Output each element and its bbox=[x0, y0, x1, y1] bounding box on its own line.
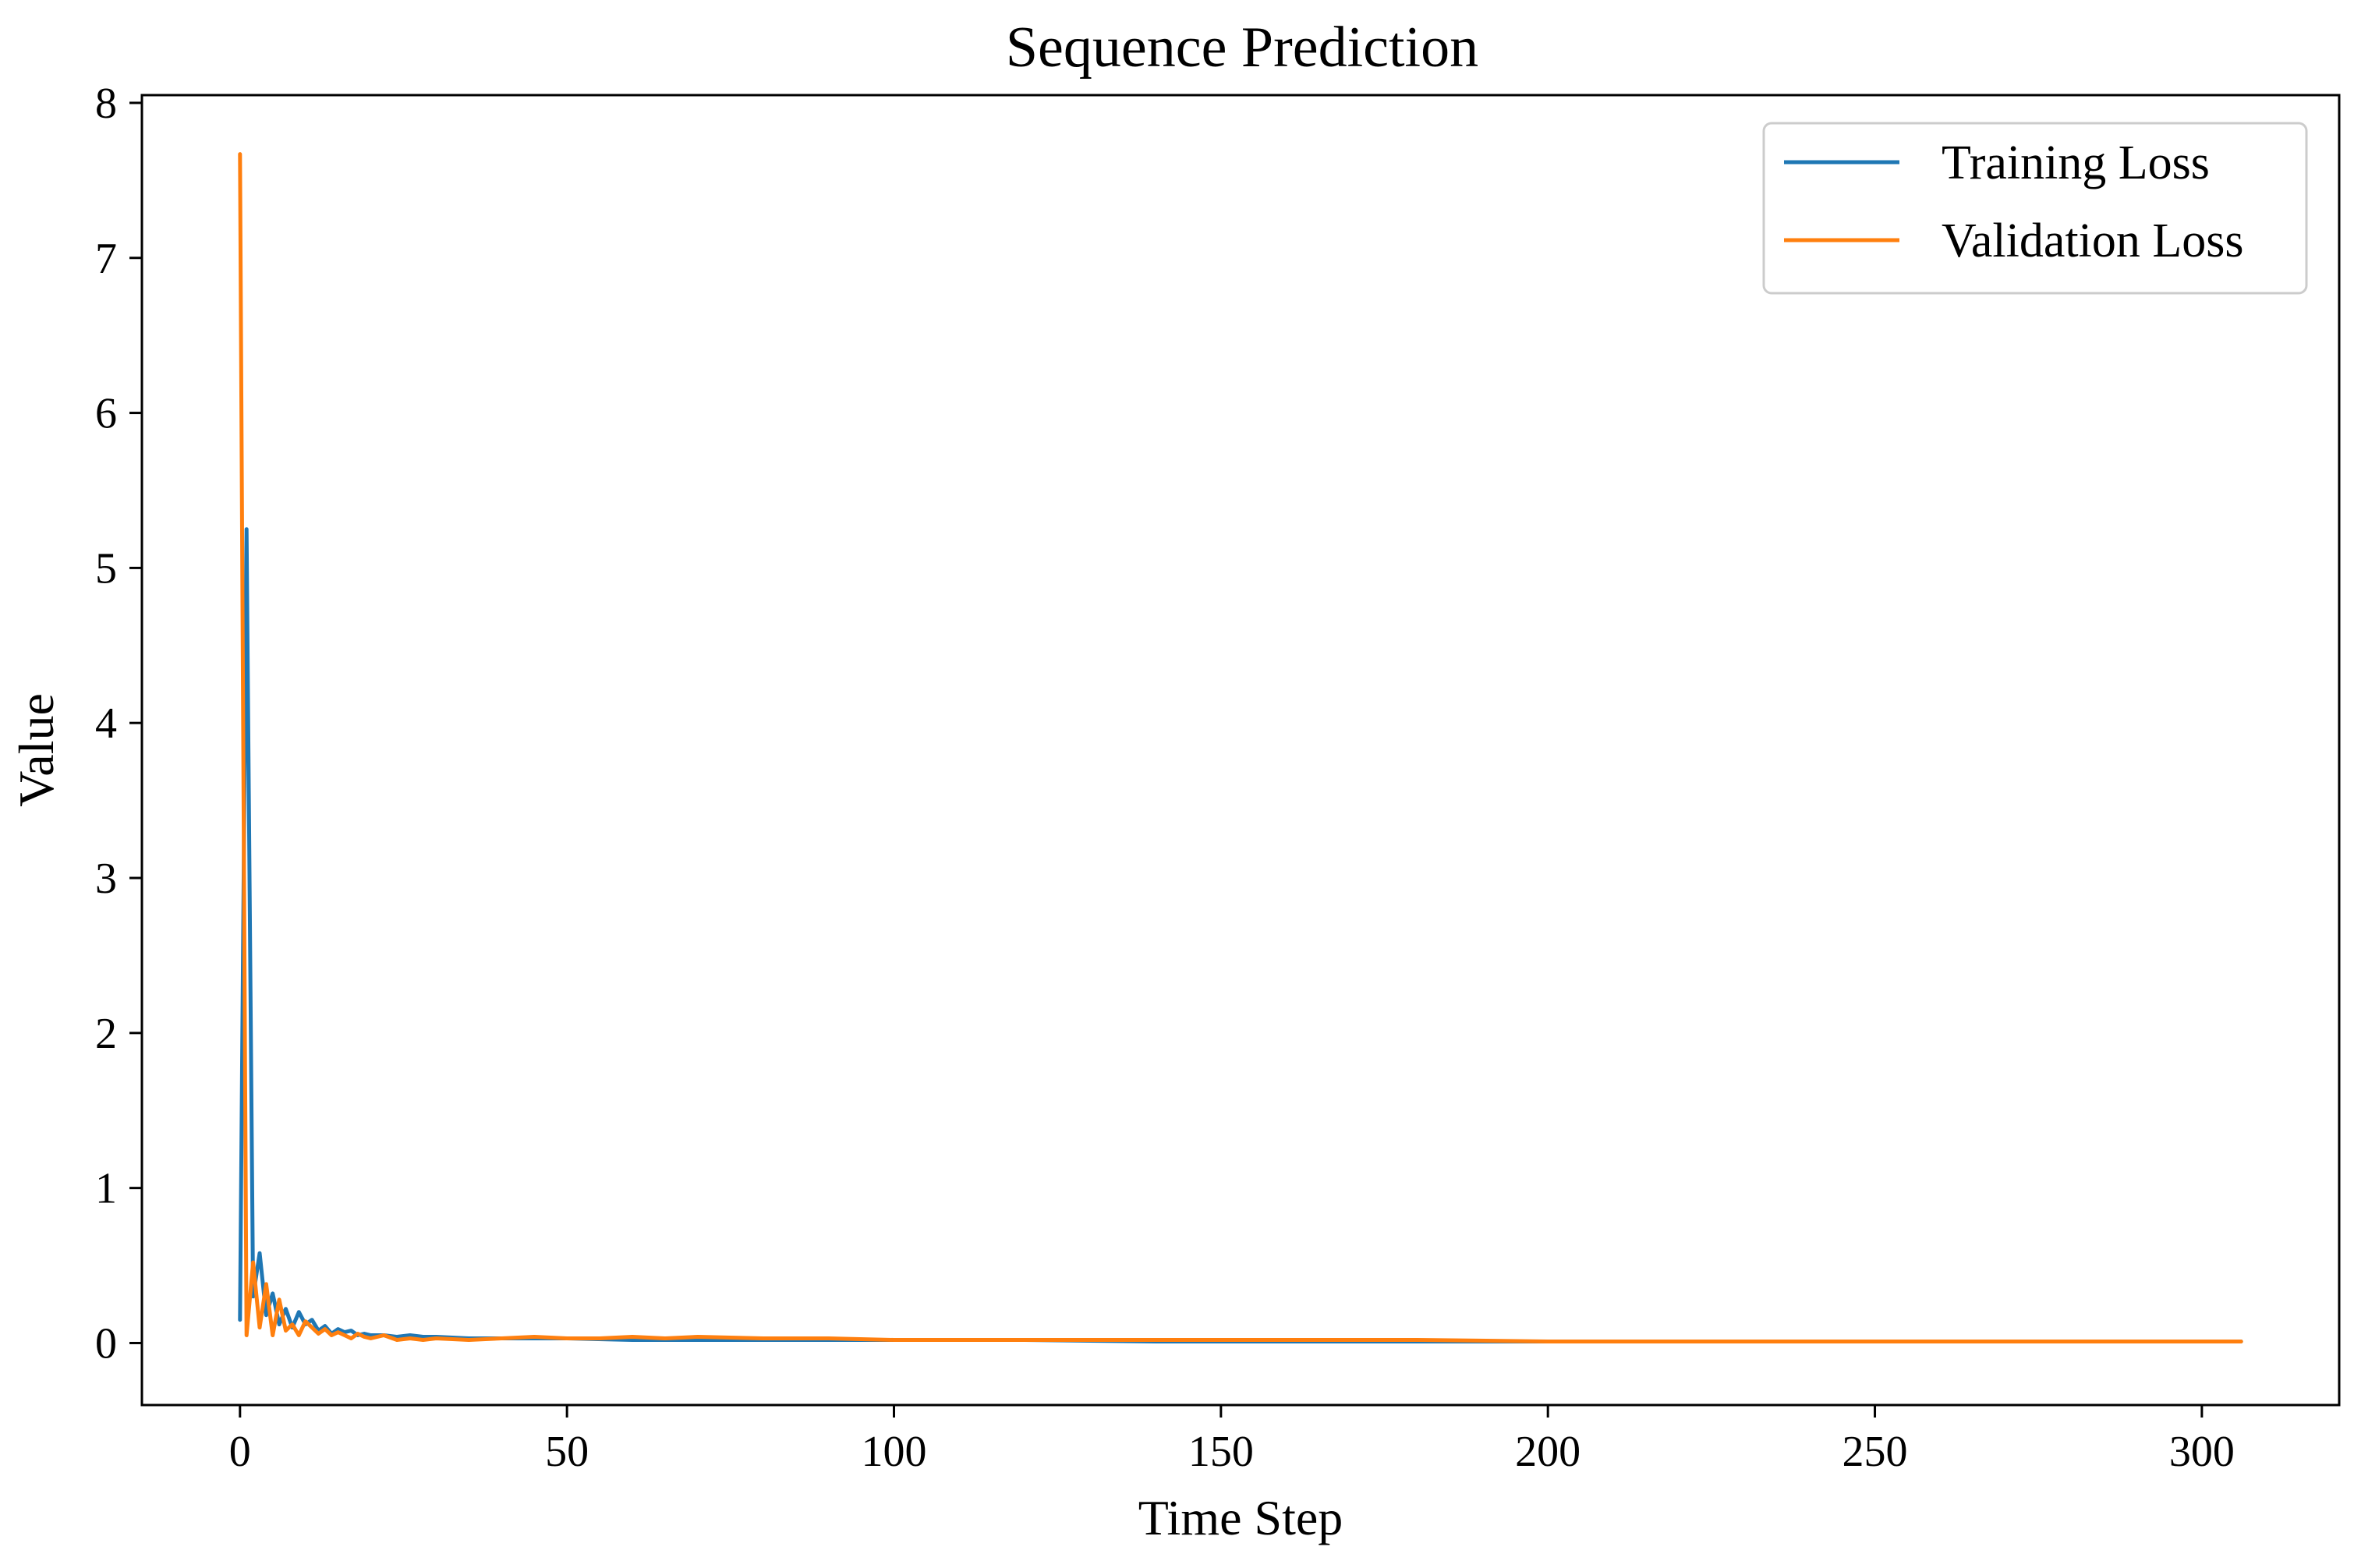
legend-box bbox=[1762, 122, 2308, 295]
x-tick-label: 200 bbox=[1515, 1428, 1581, 1476]
y-tick-label: 6 bbox=[95, 390, 117, 438]
x-axis-title: Time Step bbox=[1138, 1490, 1343, 1545]
legend-label: Training Loss bbox=[1942, 136, 2210, 189]
x-tick-label: 0 bbox=[229, 1428, 251, 1476]
x-tick-label: 50 bbox=[545, 1428, 589, 1476]
y-tick-label: 5 bbox=[95, 544, 117, 593]
y-tick-label: 7 bbox=[95, 235, 117, 283]
y-tick-label: 2 bbox=[95, 1010, 117, 1058]
legend: Training Loss Validation Loss bbox=[1762, 122, 2308, 295]
y-tick-label: 4 bbox=[95, 699, 117, 748]
x-tick-label: 150 bbox=[1188, 1428, 1254, 1476]
series-line-training-loss bbox=[238, 527, 2243, 1343]
y-axis-title: Value bbox=[9, 693, 64, 807]
series-lines bbox=[238, 152, 2243, 1343]
axis-ticks: 0 50 100 150 200 250 300 0 1 2 3 4 5 6 7 8 bbox=[95, 80, 2235, 1476]
y-tick-label: 0 bbox=[95, 1319, 117, 1368]
y-tick-label: 8 bbox=[95, 80, 117, 128]
x-tick-label: 100 bbox=[861, 1428, 926, 1476]
legend-label: Validation Loss bbox=[1942, 214, 2243, 267]
series-line-validation-loss bbox=[238, 152, 2243, 1343]
y-tick-label: 3 bbox=[95, 855, 117, 903]
chart-title: Sequence Prediction bbox=[1006, 16, 1478, 80]
x-tick-label: 250 bbox=[1842, 1428, 1908, 1476]
y-tick-label: 1 bbox=[95, 1165, 117, 1213]
plot-area-frame bbox=[140, 94, 2341, 1407]
x-tick-label: 300 bbox=[2169, 1428, 2235, 1476]
